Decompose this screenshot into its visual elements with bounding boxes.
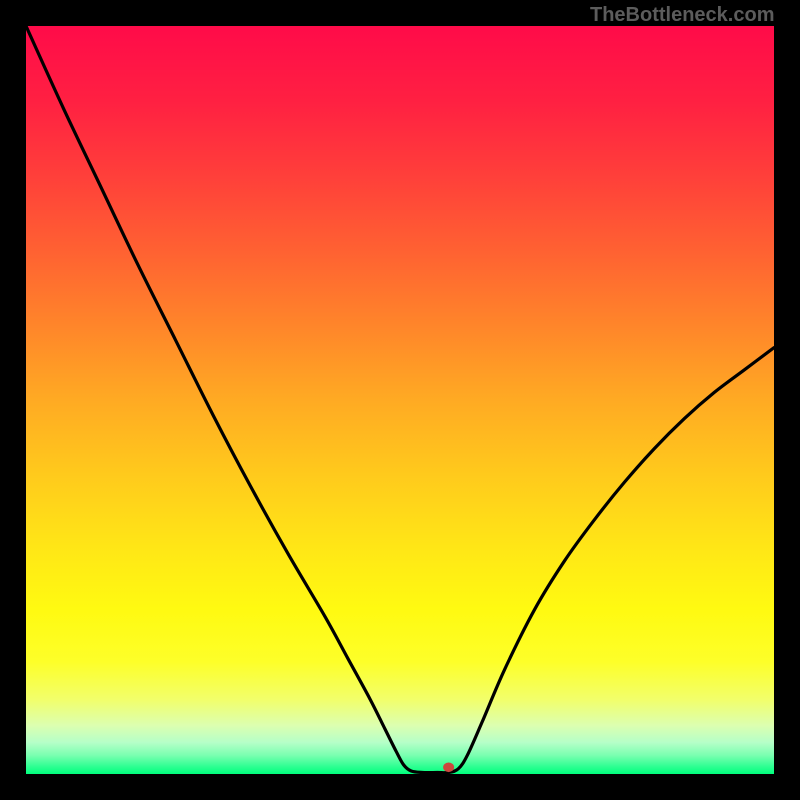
optimum-marker [443,762,454,772]
bottleneck-curve [26,26,774,773]
curve-layer [26,26,774,774]
watermark-text: TheBottleneck.com [590,4,774,27]
plot-area [26,26,774,774]
chart-container: TheBottleneck.com [0,0,800,800]
